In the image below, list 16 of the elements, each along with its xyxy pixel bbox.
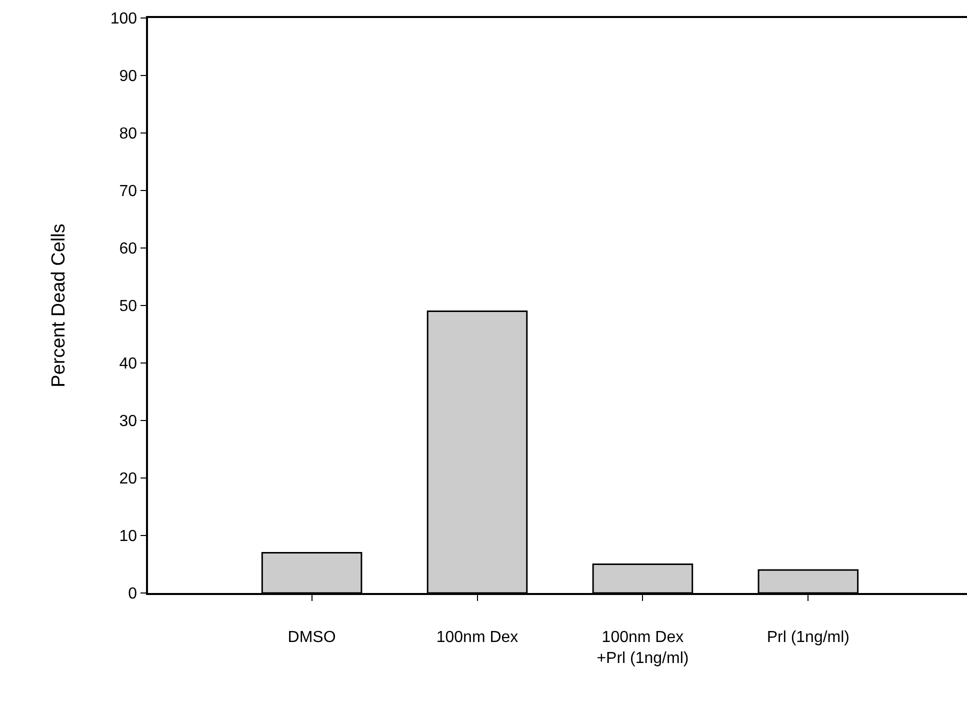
- y-tick-label: 50: [119, 298, 138, 316]
- x-tick-label: DMSO: [288, 628, 336, 646]
- y-tick-label: 70: [119, 183, 138, 200]
- y-axis-title: Percent Dead Cells: [48, 224, 70, 388]
- y-tick-label: 90: [119, 68, 138, 86]
- x-tick-label: 100nm Dex +Prl (1ng/ml): [596, 628, 689, 667]
- y-tick-label: 60: [119, 240, 138, 258]
- y-tick-label: 0: [128, 586, 138, 603]
- x-tick-label: Prl (1ng/ml): [766, 628, 850, 646]
- y-tick-label: 80: [119, 126, 138, 143]
- y-tick-label: 100: [110, 10, 138, 28]
- y-tick-label: 40: [119, 356, 138, 373]
- y-tick-label: 30: [119, 413, 138, 430]
- y-tick-label: 10: [119, 528, 138, 546]
- y-tick-label: 20: [119, 470, 138, 488]
- x-tick-label: 100nm Dex: [436, 628, 518, 646]
